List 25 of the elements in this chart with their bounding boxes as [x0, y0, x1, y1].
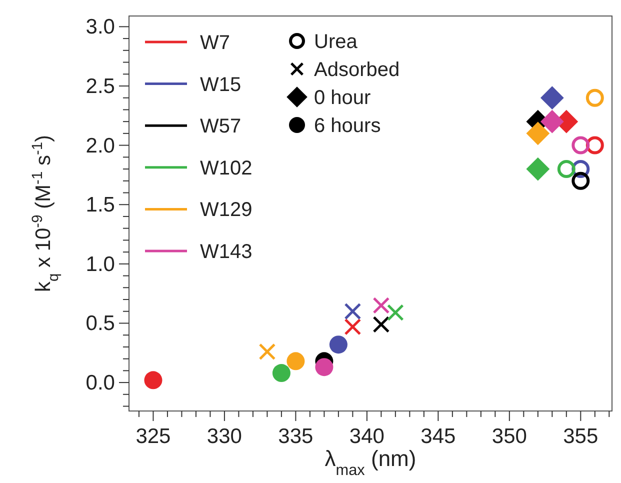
x-tick-label: 330: [206, 425, 242, 448]
y-tick-label: 2.0: [86, 134, 115, 158]
annotation: W102: [200, 157, 252, 180]
y-tick-label: 0.5: [86, 312, 115, 336]
y-tick-label: 0.0: [86, 372, 115, 395]
x-tick-label: 335: [278, 425, 314, 448]
annotation: W7: [200, 32, 230, 54]
legend-label: 0 hour: [314, 87, 372, 109]
legend-label: Urea: [314, 31, 358, 53]
y-tick-label: 2.5: [86, 74, 115, 98]
legend-label: 6 hours: [314, 115, 381, 137]
y-tick-label: 1.0: [86, 252, 115, 276]
y-tick-label: 1.5: [86, 194, 115, 217]
annotation: W129: [200, 199, 252, 222]
x-tick-label: 355: [563, 425, 598, 448]
annotation: W143: [200, 241, 252, 263]
legend-label: Adsorbed: [314, 59, 400, 81]
x-tick-label: 345: [420, 425, 456, 448]
y-tick-label: 3.0: [86, 16, 115, 39]
x-tick-label: 340: [349, 425, 384, 448]
annotation: W57: [200, 116, 242, 138]
x-axis-title: λ$_{max}$ (nm): [324, 446, 416, 478]
x-tick-label: 350: [492, 425, 527, 448]
annotation: W15: [200, 74, 242, 96]
x-tick-label: 325: [136, 425, 171, 448]
